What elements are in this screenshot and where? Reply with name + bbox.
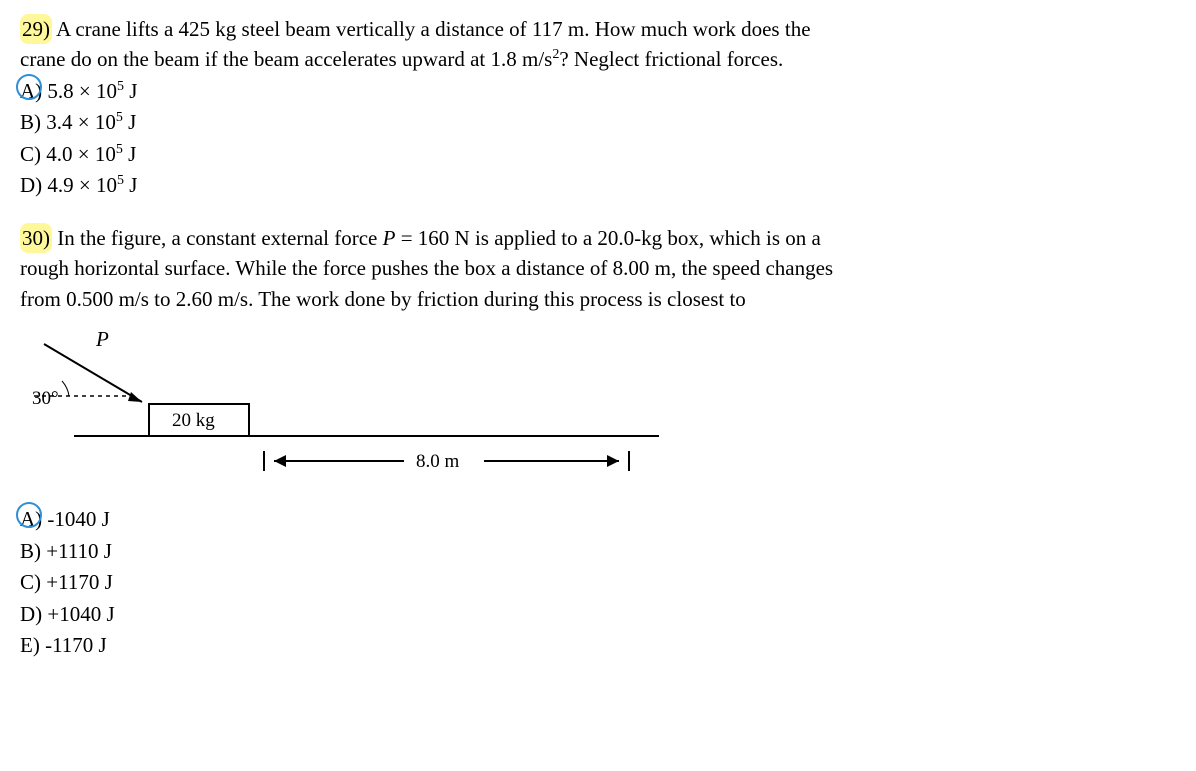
q30-option-c: C) +1170 J [20, 567, 1176, 597]
q30-option-d: D) +1040 J [20, 599, 1176, 629]
figure-distance-label: 8.0 m [416, 451, 460, 472]
q29-line1: A crane lifts a 425 kg steel beam vertic… [52, 17, 811, 41]
q29-number: 29) [20, 14, 52, 44]
q30-number: 30) [20, 223, 52, 253]
q29-option-c: C) 4.0 × 105 J [20, 139, 1176, 169]
q30-option-e: E) -1170 J [20, 630, 1176, 660]
question-30: 30) In the figure, a constant external f… [20, 223, 1176, 661]
q29-option-d-text: D) 4.9 × 10 [20, 173, 117, 197]
q29-option-c-tail: J [123, 142, 136, 166]
q30-line1b: = 160 N is applied to a 20.0-kg box, whi… [395, 226, 820, 250]
q30-prompt-line1: 30) In the figure, a constant external f… [20, 223, 1176, 253]
q29-line2b: ? Neglect frictional forces. [559, 47, 783, 71]
q30-line1a: In the figure, a constant external force [52, 226, 383, 250]
q29-option-a-tail: J [124, 79, 137, 103]
question-29: 29) A crane lifts a 425 kg steel beam ve… [20, 14, 1176, 201]
q30-diagram: P 30° 20 kg 8.0 m [24, 326, 664, 486]
q29-option-a-letter: A) [20, 76, 42, 106]
q30-option-b: B) +1110 J [20, 536, 1176, 566]
q30-symbol-p: P [383, 226, 396, 250]
figure-angle-label: 30° [32, 388, 59, 409]
q29-options: A) 5.8 × 105 J B) 3.4 × 105 J C) 4.0 × 1… [20, 76, 1176, 201]
q29-option-c-sup: 5 [116, 142, 123, 157]
q29-option-c-text: C) 4.0 × 10 [20, 142, 116, 166]
q29-option-b-text: B) 3.4 × 10 [20, 110, 116, 134]
q30-prompt-line3: from 0.500 m/s to 2.60 m/s. The work don… [20, 284, 1176, 314]
q30-option-a-text: -1040 J [42, 507, 110, 531]
q29-option-a-text: 5.8 × 10 [42, 79, 117, 103]
q30-option-a: A) -1040 J [20, 504, 1176, 534]
q29-line2a: crane do on the beam if the beam acceler… [20, 47, 552, 71]
q30-options: A) -1040 J B) +1110 J C) +1170 J D) +104… [20, 504, 1176, 660]
q29-option-a-sup: 5 [117, 79, 124, 94]
figure-p-label: P [95, 327, 109, 351]
q29-option-d-tail: J [124, 173, 137, 197]
q30-prompt-line2: rough horizontal surface. While the forc… [20, 253, 1176, 283]
q29-option-a: A) 5.8 × 105 J [20, 76, 1176, 106]
q29-option-d: D) 4.9 × 105 J [20, 170, 1176, 200]
q29-option-b-tail: J [123, 110, 136, 134]
q29-option-b: B) 3.4 × 105 J [20, 107, 1176, 137]
q29-option-b-sup: 5 [116, 110, 123, 125]
q29-prompt: 29) A crane lifts a 425 kg steel beam ve… [20, 14, 1176, 44]
q30-option-a-letter: A) [20, 504, 42, 534]
q29-option-d-sup: 5 [117, 173, 124, 188]
q29-prompt-line2: crane do on the beam if the beam acceler… [20, 44, 1176, 74]
figure-box-label: 20 kg [172, 410, 215, 431]
q30-figure: P 30° 20 kg 8.0 m [24, 326, 1176, 494]
